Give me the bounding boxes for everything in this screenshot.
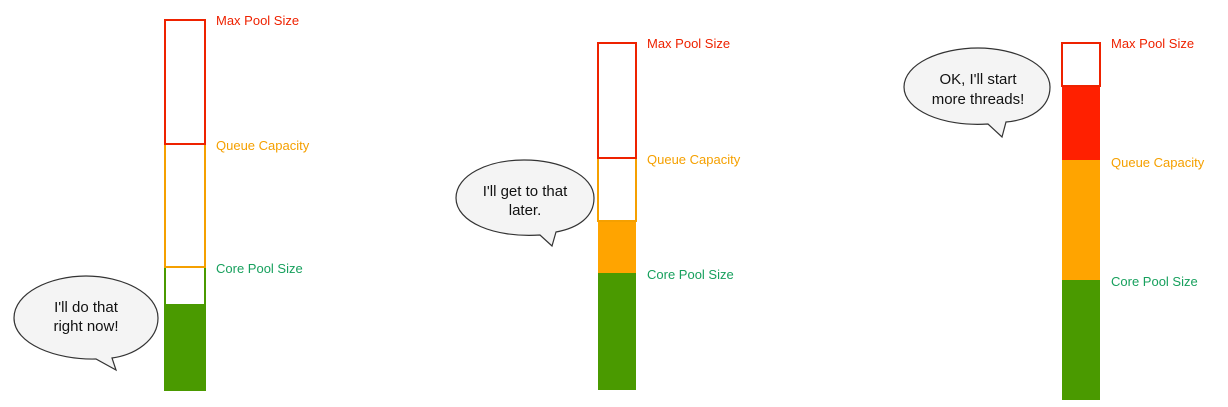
max-section	[597, 42, 637, 159]
queue-capacity-label: Queue Capacity	[647, 152, 741, 167]
panel-core-pool: Max Pool Size Queue Capacity Core Pool S…	[13, 13, 310, 391]
core-fill	[165, 304, 205, 390]
max-pool-label: Max Pool Size	[216, 13, 299, 28]
queue-section	[164, 143, 206, 268]
core-pool-label: Core Pool Size	[216, 261, 303, 276]
max-pool-label: Max Pool Size	[647, 36, 730, 51]
bubble-line-2: more threads!	[932, 91, 1025, 108]
bubble-line-2: right now!	[53, 318, 118, 335]
panel-queue: Max Pool Size Queue Capacity Core Pool S…	[455, 36, 741, 390]
bubble-line-1: OK, I'll start	[939, 71, 1017, 88]
speech-bubble: I'll do that right now!	[13, 275, 159, 372]
queue-fill	[598, 221, 636, 273]
max-fill	[1062, 86, 1100, 160]
core-pool-label: Core Pool Size	[1111, 274, 1198, 289]
panel-max-pool: Max Pool Size Queue Capacity Core Pool S…	[903, 36, 1205, 400]
queue-section	[597, 157, 637, 222]
bubble-line-1: I'll get to that	[483, 183, 568, 200]
core-fill	[1062, 280, 1100, 400]
core-fill	[598, 273, 636, 390]
queue-capacity-label: Queue Capacity	[216, 138, 310, 153]
max-section-empty	[1061, 42, 1101, 87]
queue-capacity-label: Queue Capacity	[1111, 155, 1205, 170]
max-section	[164, 19, 206, 145]
speech-bubble: OK, I'll start more threads!	[903, 47, 1051, 139]
queue-fill	[1062, 160, 1100, 280]
max-pool-label: Max Pool Size	[1111, 36, 1194, 51]
core-pool-label: Core Pool Size	[647, 267, 734, 282]
speech-bubble: I'll get to that later.	[455, 159, 595, 248]
bubble-line-2: later.	[509, 202, 542, 219]
bubble-line-1: I'll do that	[54, 299, 119, 316]
